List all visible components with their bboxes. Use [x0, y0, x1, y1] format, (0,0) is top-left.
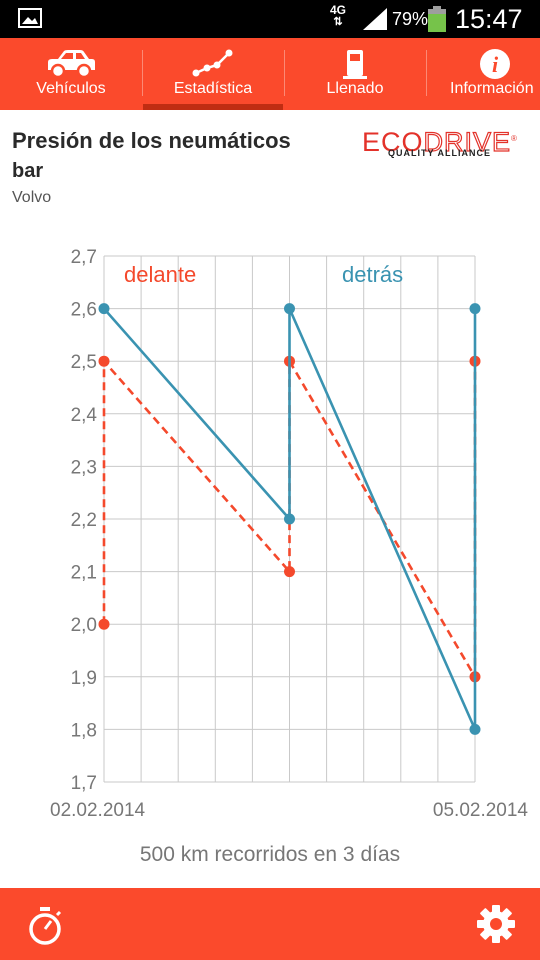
y-tick-label: 2,4 [71, 405, 98, 426]
tab-divider [142, 50, 143, 96]
network-type: 4G [330, 3, 347, 17]
tab-label: Llenado [326, 80, 384, 97]
data-point-front [98, 618, 110, 630]
page-title: Presión de los neumáticos [12, 128, 291, 153]
status-bar: 4G ⇅ 79% 15:47 [0, 0, 540, 38]
active-tab-indicator [143, 104, 283, 110]
tab-label: Estadística [173, 80, 253, 97]
y-tick-label: 2,1 [71, 563, 97, 584]
tab-informacion[interactable]: i Información [427, 38, 540, 110]
tab-bar: Vehículos Estadística Llenado [0, 38, 540, 110]
data-point-front [98, 355, 110, 367]
legend-rear: detrás [342, 262, 403, 287]
data-point-rear [284, 303, 295, 315]
y-tick-label: 2,3 [71, 457, 97, 478]
gallery-notification-icon [18, 8, 42, 28]
tire-pressure-chart: 2,7 2,6 2,5 2,4 2,3 2,2 2,1 2,0 1,9 1,8 1,7 delante… [71, 247, 481, 794]
y-tick-label: 2,2 [71, 510, 97, 531]
tab-label: Vehículos [36, 80, 106, 97]
fuel-pump-icon [343, 50, 367, 79]
ecodrive-logo: ECODRIVE® QUALITY ALLIANCE [362, 126, 532, 160]
y-tick-label: 2,5 [71, 352, 97, 373]
y-tick-label: 1,7 [71, 773, 97, 794]
tab-label: Información [450, 80, 534, 97]
legend-front: delante [124, 262, 196, 287]
tab-estadistica[interactable]: Estadística [143, 38, 283, 110]
signal-strength-icon [363, 8, 387, 30]
distance-summary: 500 km recorridos en 3 días [139, 843, 401, 866]
unit-label: bar [12, 160, 44, 182]
car-icon [48, 50, 95, 78]
logo-eco-text: ECO [362, 127, 424, 157]
clock: 15:47 [455, 4, 523, 34]
y-tick-label: 2,7 [71, 247, 97, 268]
network-indicator: 4G ⇅ [330, 4, 346, 28]
battery-percent: 79% [392, 9, 429, 29]
logo-tagline: QUALITY ALLIANCE [388, 148, 491, 158]
chart-line-icon [192, 49, 233, 77]
data-point-front [284, 566, 295, 578]
y-tick-label: 1,8 [71, 720, 97, 741]
data-point-rear [284, 513, 295, 525]
x-axis-start-label: 02.02.2014 [50, 800, 146, 821]
x-axis-end-label: 05.02.2014 [432, 800, 528, 821]
vehicle-name: Volvo [12, 189, 52, 206]
tab-divider [284, 50, 285, 96]
y-tick-label: 1,9 [71, 668, 97, 689]
data-point-rear [98, 303, 110, 315]
svg-text:i: i [492, 52, 499, 77]
y-tick-label: 2,0 [71, 615, 97, 636]
settings-gear-button[interactable] [476, 904, 516, 944]
data-arrows-icon: ⇅ [333, 16, 343, 28]
logo-drive-text: DRIVE [423, 127, 512, 157]
stopwatch-button[interactable] [26, 906, 64, 946]
tab-vehiculos[interactable]: Vehículos [0, 38, 142, 110]
tab-llenado[interactable]: Llenado [285, 38, 425, 110]
bottom-action-bar [0, 888, 540, 960]
logo-registered-mark: ® [511, 134, 518, 143]
data-point-rear [469, 303, 481, 315]
tab-divider [426, 50, 427, 96]
y-tick-label: 2,6 [71, 300, 97, 321]
info-icon: i [480, 49, 510, 79]
data-point-rear [469, 723, 481, 735]
battery-icon [428, 6, 446, 32]
